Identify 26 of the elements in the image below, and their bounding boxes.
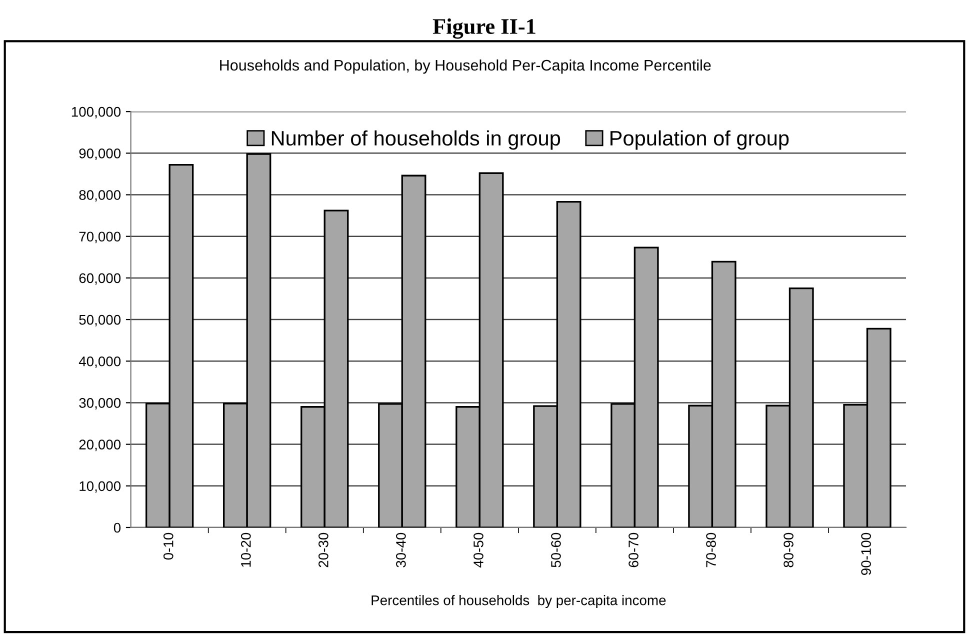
y-tick-label: 0: [114, 522, 121, 533]
y-tick-label: 100,000: [72, 106, 121, 118]
legend-label: Number of households in group: [272, 130, 560, 150]
y-tick-label: 60,000: [79, 273, 121, 285]
x-axis-title: Percentiles of households by per-capita income: [372, 595, 666, 608]
y-tick-label: 10,000: [80, 481, 121, 493]
y-tick-label: 30,000: [79, 398, 121, 410]
x-tick-label: 90-100: [861, 532, 871, 575]
x-tick-label: 10-20: [240, 532, 251, 567]
x-tick-label: 0-10: [163, 532, 174, 560]
y-tick-label: 90,000: [79, 148, 121, 160]
y-tick-label: 50,000: [79, 314, 121, 326]
x-tick-label: 20-30: [318, 532, 328, 568]
y-tick-label: 70,000: [79, 232, 121, 244]
y-tick-label: 20,000: [79, 440, 121, 452]
y-tick-label: 40,000: [78, 356, 121, 368]
x-tick-label: 70-80: [706, 532, 716, 568]
x-tick-label: 40-50: [474, 532, 484, 568]
x-tick-label: 60-70: [628, 532, 638, 568]
x-tick-label: 30-40: [396, 532, 406, 568]
y-tick-label: 80,000: [79, 190, 121, 202]
legend-label: Population of group: [610, 130, 789, 150]
chart-title: Figure II-1: [432, 18, 536, 39]
x-tick-label: 50-60: [551, 532, 561, 568]
chart-subtitle: Households and Population, by Household Per-Capita Income Percentile: [220, 59, 711, 74]
x-tick-label: 80-90: [784, 532, 794, 568]
